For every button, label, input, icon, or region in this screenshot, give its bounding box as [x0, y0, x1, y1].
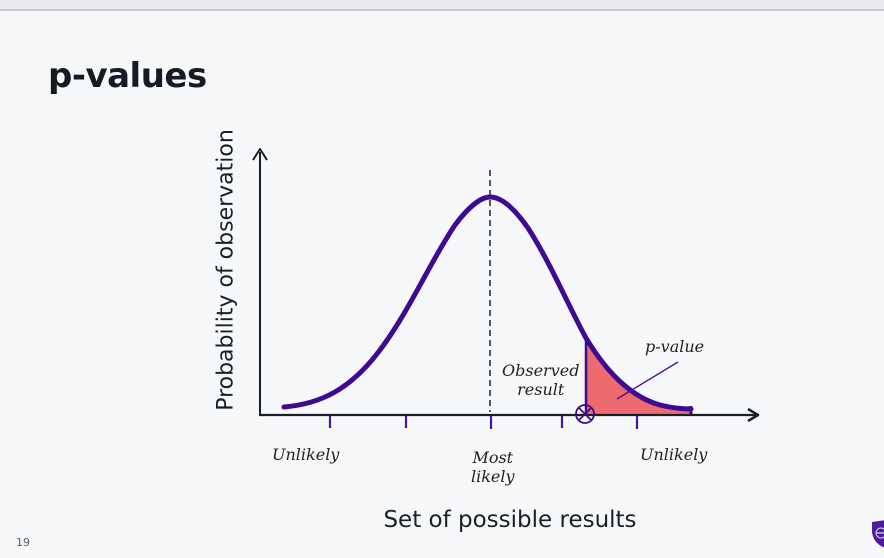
observed-label-line1: Observed [502, 361, 580, 380]
p-value-pointer [616, 361, 679, 400]
tick-label-unlikely-right: Unlikely [640, 445, 708, 464]
tick-label-likely: likely [471, 467, 515, 486]
p-value-label: p-value [645, 337, 705, 356]
slide-title: p-values [48, 56, 207, 96]
page-number: 19 [16, 536, 30, 549]
observed-result-marker-icon [575, 404, 595, 424]
bell-curve [281, 194, 694, 412]
tick-label-unlikely-left: Unlikely [272, 445, 340, 464]
x-axis-label: Set of possible results [383, 507, 637, 533]
tick-label-most: Most [472, 448, 514, 467]
observed-result-label: Observed result [502, 361, 579, 399]
tick-label-most-likely: Most likely [471, 448, 515, 486]
observed-label-line2: result [517, 380, 565, 399]
p-value-shaded-area [586, 338, 691, 414]
university-shield-logo-icon [872, 520, 884, 548]
top-bar [0, 0, 884, 11]
y-axis-label: Probability of observation [213, 129, 239, 411]
x-axis-ticks [328, 416, 639, 429]
